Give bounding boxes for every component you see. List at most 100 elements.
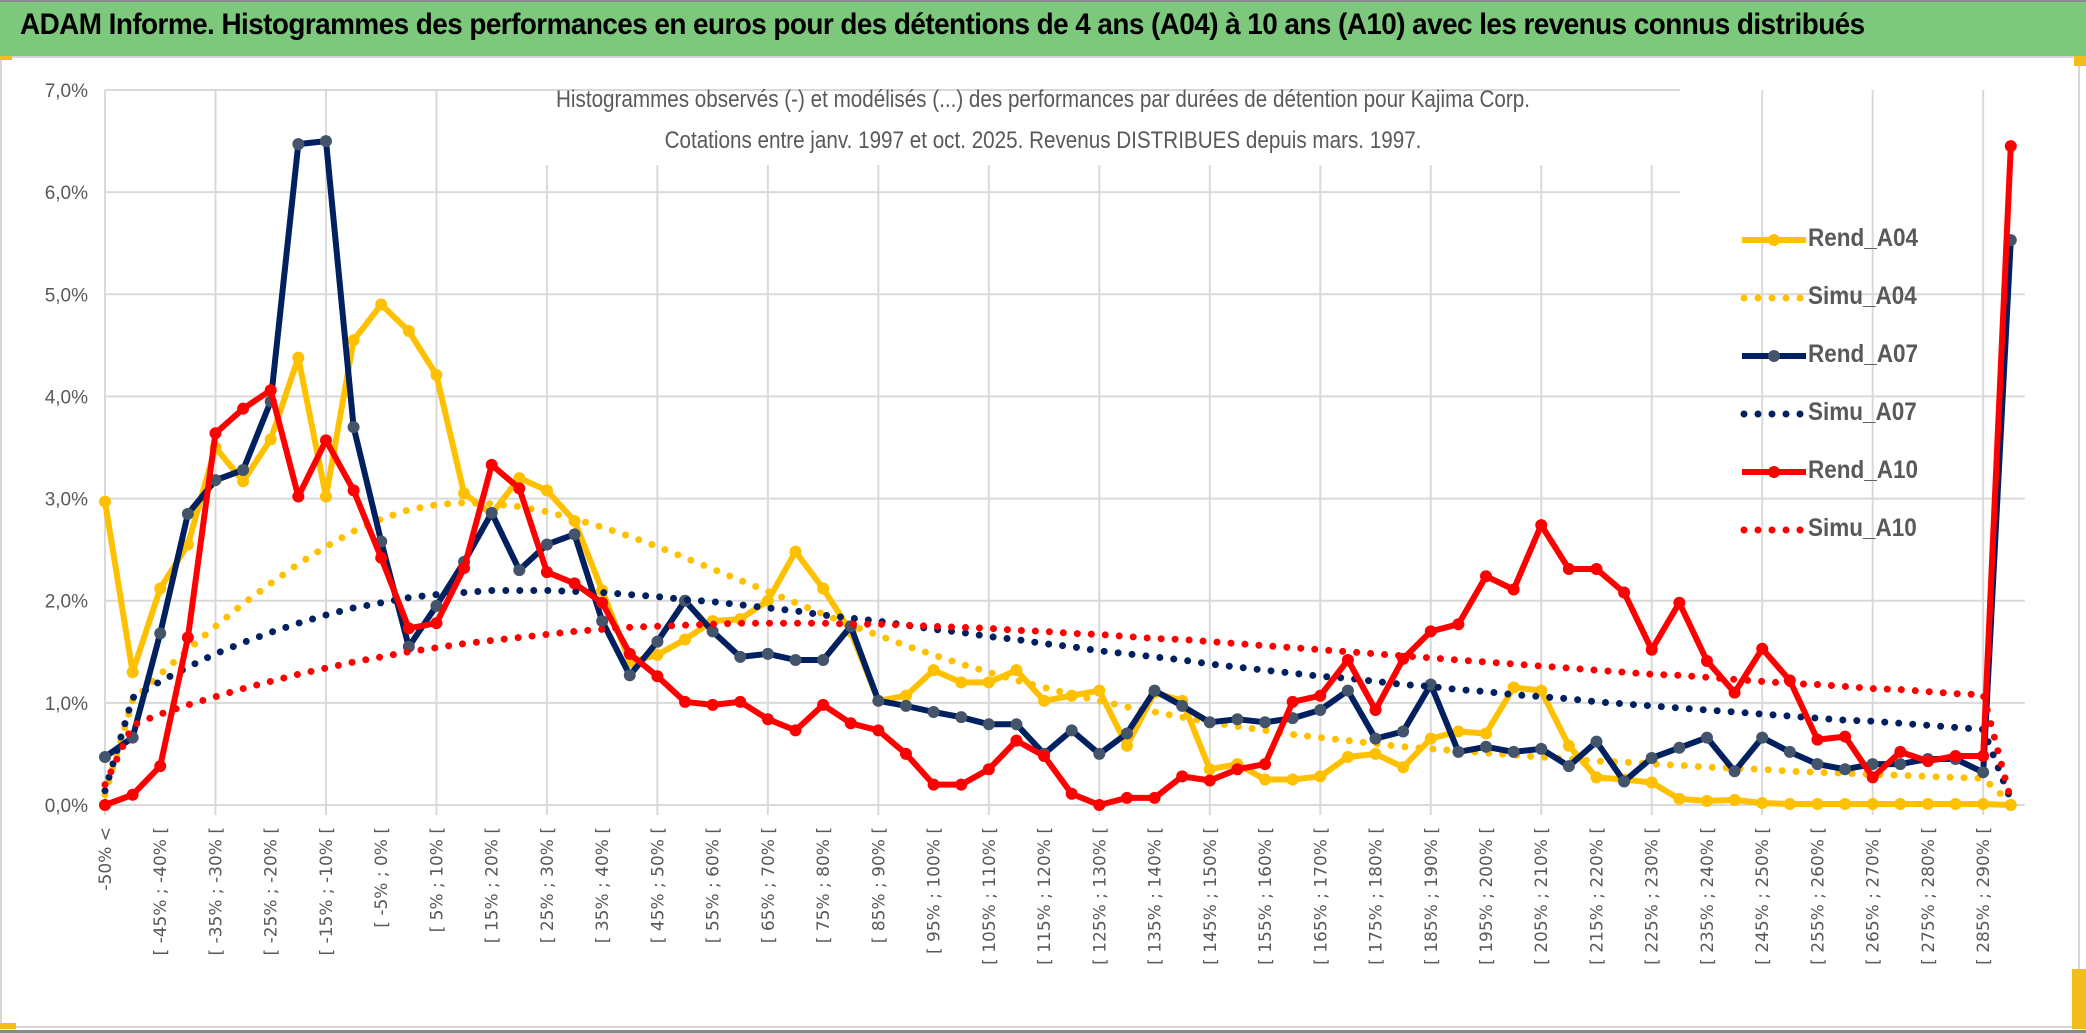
data-point — [2004, 140, 2017, 153]
data-point — [679, 695, 692, 708]
data-point — [1259, 773, 1272, 786]
x-tick-label: [ 185% ; 190% [ — [1422, 827, 1442, 965]
data-point — [1286, 695, 1299, 708]
legend-marker — [1768, 466, 1780, 478]
data-point — [734, 650, 747, 663]
data-point — [458, 487, 471, 500]
y-tick-label: 1,0% — [45, 694, 88, 715]
data-point — [1452, 745, 1465, 758]
data-point — [375, 298, 388, 311]
data-point — [126, 788, 139, 801]
data-point — [1728, 765, 1741, 778]
data-point — [1866, 758, 1879, 771]
frame-corner-accent — [0, 1023, 16, 1029]
data-point — [319, 434, 332, 447]
data-point — [1314, 704, 1327, 717]
x-tick-label: [ -35% ; -30% [ — [206, 827, 226, 955]
data-point — [1811, 797, 1824, 810]
gridlines — [104, 89, 2025, 815]
legend-marker — [1768, 234, 1780, 246]
x-tick-label: [ 105% ; 110% [ — [980, 827, 1000, 965]
data-point — [1894, 797, 1907, 810]
data-point — [1673, 596, 1686, 609]
data-point — [237, 475, 250, 488]
data-point — [347, 334, 360, 347]
x-tick-label: [ 195% ; 200% [ — [1477, 827, 1497, 965]
data-point — [99, 750, 111, 763]
data-point — [651, 635, 664, 648]
data-point — [1093, 747, 1106, 760]
legend-label: Simu_A04 — [1808, 282, 1917, 310]
data-point — [154, 627, 167, 640]
data-point — [1314, 689, 1327, 702]
data-point — [402, 325, 415, 338]
data-point — [1839, 797, 1852, 810]
data-point — [540, 566, 553, 579]
legend-swatch — [1740, 526, 1806, 534]
data-point — [154, 760, 167, 773]
bottom-rule — [0, 1030, 2086, 1033]
series-rend-a10 — [99, 140, 2017, 811]
data-point — [1645, 752, 1658, 765]
data-point — [1811, 758, 1824, 771]
data-point — [264, 433, 277, 446]
x-tick-label: [ 275% ; 280% [ — [1919, 827, 1939, 965]
x-tick-label: [ 145% ; 150% [ — [1201, 827, 1221, 965]
data-point — [540, 484, 553, 497]
frame-corner-accent — [2074, 56, 2086, 66]
data-point — [1894, 758, 1907, 771]
data-point — [1700, 794, 1713, 807]
series-line — [103, 146, 2014, 808]
data-point — [1038, 749, 1051, 762]
data-point — [982, 718, 995, 731]
y-tick-label: 6,0% — [45, 183, 88, 204]
x-tick-label: [ 65% ; 70% [ — [759, 827, 779, 943]
data-point — [1480, 727, 1492, 740]
data-point — [513, 472, 526, 485]
data-point — [1203, 716, 1216, 729]
data-point — [99, 495, 111, 508]
data-point — [1590, 771, 1603, 784]
x-tick-label: [ 205% ; 210% [ — [1532, 827, 1552, 965]
data-point — [1700, 731, 1713, 744]
x-tick-label: [ 85% ; 90% [ — [869, 827, 889, 943]
y-tick-label: 7,0% — [45, 81, 88, 102]
x-tick-label: [ 285% ; 290% [ — [1974, 827, 1994, 965]
data-point — [1341, 750, 1354, 763]
data-point — [1921, 797, 1934, 810]
x-tick-label: [ 135% ; 140% [ — [1146, 827, 1166, 965]
data-point — [126, 666, 139, 679]
data-point — [1728, 686, 1741, 699]
chart-frame — [0, 56, 2080, 1028]
data-point — [1424, 678, 1437, 691]
data-point — [1562, 739, 1575, 752]
data-point — [1673, 792, 1686, 805]
legend-label: Simu_A07 — [1808, 398, 1917, 426]
data-point — [817, 653, 830, 666]
data-point — [1535, 742, 1548, 755]
series-simu-a10 — [101, 619, 2015, 804]
legend-swatch — [1742, 466, 1806, 478]
data-point — [1010, 718, 1023, 731]
x-tick-label: [ 245% ; 250% [ — [1753, 827, 1773, 965]
data-point — [1010, 664, 1023, 677]
data-point — [1480, 570, 1492, 583]
data-point — [1783, 745, 1796, 758]
chart-subtitle: Cotations entre janv. 1997 et oct. 2025.… — [664, 127, 1422, 154]
data-point — [844, 717, 857, 730]
data-point — [1148, 684, 1161, 697]
data-point — [1977, 797, 1990, 810]
data-point — [1535, 684, 1548, 697]
data-point — [596, 615, 609, 628]
x-tick-label: [ 95% ; 100% [ — [925, 827, 945, 954]
data-point — [1424, 625, 1437, 638]
data-point — [817, 698, 830, 711]
data-point — [1286, 773, 1299, 786]
data-point — [899, 747, 912, 760]
x-tick-label: -50% < — [96, 827, 116, 891]
x-tick-label: [ -15% ; -10% [ — [317, 827, 337, 955]
chart-legend: Rend_A04 Simu_A04 Rend_A07 Simu_A07 Rend_A10… — [1736, 210, 1956, 558]
data-point — [1839, 730, 1852, 743]
x-tick-label: [ 215% ; 220% [ — [1587, 827, 1607, 965]
y-tick-label: 4,0% — [45, 387, 88, 408]
